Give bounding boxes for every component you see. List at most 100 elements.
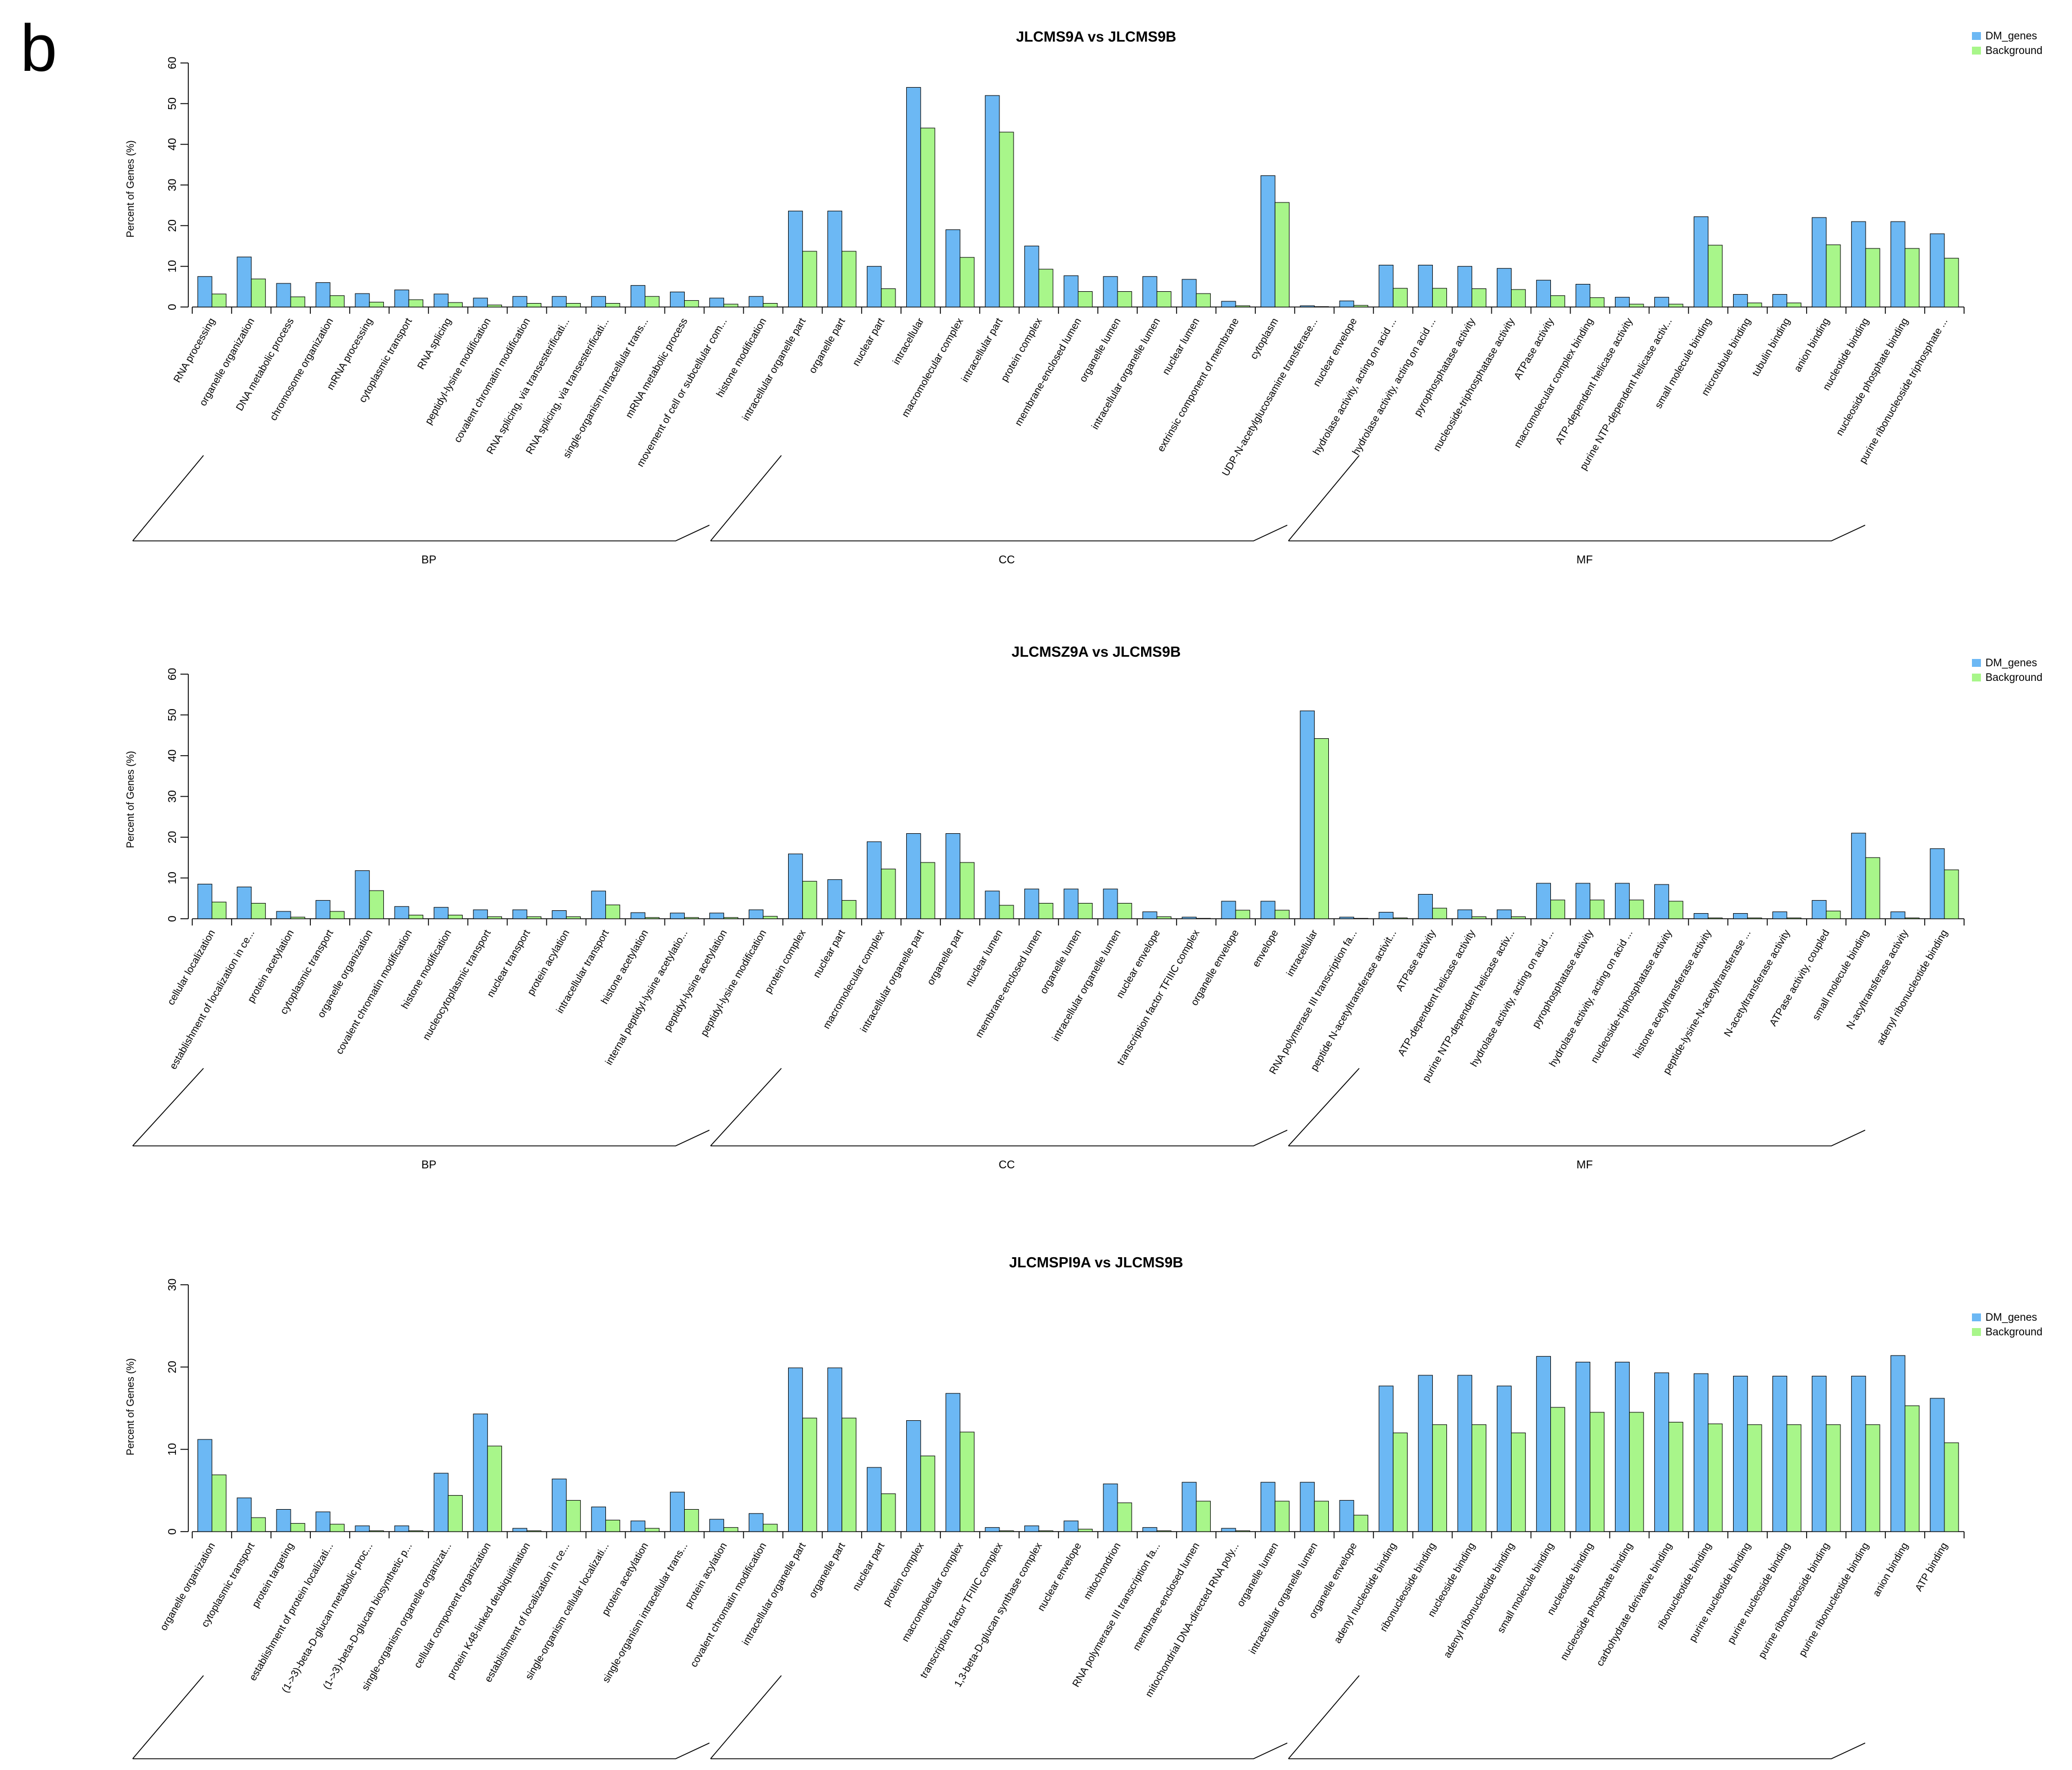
category-label-nuclear-part: nuclear part [850, 1541, 886, 1592]
y-tick-label: 30 [166, 179, 179, 191]
category-label-intracellular: intracellular [890, 316, 926, 367]
bar-background-organelle-lumen [1117, 291, 1132, 308]
bar-dm-genes-n-acyltransferase-activity [1890, 911, 1906, 919]
category-label-intracellular-organelle-lumen: intracellular organelle lumen [1089, 316, 1162, 431]
bar-dm-genes-mrna-processing [355, 293, 370, 308]
bar-background-nuclear-part [842, 900, 857, 919]
category-label-macromolecular-complex-binding: macromolecular complex binding [1512, 316, 1595, 450]
bar-dm-genes-atp-dependent-helicase-activity [1457, 909, 1472, 919]
bar-background-mrna-metabolic-process [684, 300, 699, 308]
category-label-cellular-component-organization: cellular component organization [411, 1541, 492, 1670]
bar-dm-genes-macromolecular-complex [945, 229, 961, 308]
bar-dm-genes-pyrophosphatase-activity [1457, 266, 1472, 308]
y-axis-label: Percent of Genes (%) [125, 1358, 136, 1455]
bar-dm-genes-rna-polymerase-iii-transcription-fa [1142, 1527, 1157, 1532]
bar-background-hydrolase-activity-acting-on-acid [1432, 288, 1447, 308]
bar-background-nuclear-lumen [1196, 293, 1211, 308]
bar-background-protein-complex [920, 1455, 935, 1532]
bar-background-intracellular-organelle-lumen [1156, 291, 1171, 308]
group-bracket-mf [1288, 1068, 1866, 1146]
bar-background-single-organism-organelle-organizat [447, 1495, 463, 1532]
bar-background-nuclear-envelope [1078, 1529, 1093, 1532]
y-tick-label: 0 [166, 304, 179, 310]
category-label-envelope: envelope [1250, 928, 1281, 969]
category-label-histone-acetyltransferase-activity: histone acetyltransferase activity [1631, 928, 1713, 1060]
legend-swatch-dm-genes [1972, 32, 1981, 40]
bar-dm-genes-1-3-beta-d-glucan-synthase-complex [1024, 1525, 1039, 1532]
bar-background-purine-ntp-dependent-helicase-activ [1668, 304, 1684, 308]
category-label-membrane-enclosed-lumen: membrane-enclosed lumen [973, 928, 1044, 1040]
bar-dm-genes-hydrolase-activity-acting-on-acid [1378, 264, 1394, 308]
bar-dm-genes-histone-acetyltransferase-activity [1693, 913, 1709, 919]
bar-dm-genes-nucleoside-binding [1457, 1375, 1472, 1532]
bar-background-peptidyl-lysine-modification [487, 304, 503, 308]
bar-dm-genes-covalent-chromatin-modification [394, 906, 409, 919]
bar-background-membrane-enclosed-lumen [1196, 1501, 1211, 1532]
bar-background-intracellular-organelle-part [802, 251, 817, 308]
category-label-intracellular: intracellular [1284, 928, 1319, 978]
chart-jlcms9a-vs-jlcms9b: JLCMS9A vs JLCMS9B Percent of Genes (%) … [125, 28, 2042, 566]
bar-background-ribonucleoside-binding [1432, 1424, 1447, 1532]
bar-dm-genes-atpase-activity [1536, 279, 1551, 308]
group-bracket-cc [710, 455, 1288, 541]
bar-background-udp-n-acetylglucosamine-transferase [1314, 306, 1329, 308]
bar-background-1-3-beta-d-glucan-biosynthetic-p [408, 1530, 423, 1532]
bar-dm-genes-single-organism-intracellular-trans [630, 285, 646, 308]
bar-dm-genes-nucleotide-binding [1851, 221, 1866, 308]
category-label-nuclear-lumen: nuclear lumen [1160, 316, 1202, 377]
bar-background-mitochondrial-dna-directed-rna-poly [1235, 1530, 1250, 1532]
bar-dm-genes-organelle-lumen [1103, 276, 1118, 308]
legend-swatch-dm-genes [1972, 1313, 1981, 1321]
category-label-rna-splicing-via-transesterificati: RNA splicing, via transesterificati... [524, 316, 611, 456]
category-label-protein-complex: protein complex [762, 928, 808, 995]
bar-background-peptide-n-acetyltransferase-activit [1392, 918, 1408, 919]
bar-dm-genes-envelope [1260, 901, 1275, 919]
bar-background-cellular-component-organization [487, 1446, 503, 1532]
category-label-1-3-beta-d-glucan-synthase-complex: 1,3-beta-D-glucan synthase complex [952, 1541, 1044, 1689]
bar-dm-genes-histone-modification [433, 907, 449, 919]
bar-background-covalent-chromatin-modification [763, 1524, 778, 1532]
bar-dm-genes-internal-peptidyl-lysine-acetylatio [669, 913, 685, 919]
category-label-protein-complex: protein complex [999, 316, 1044, 383]
category-label-transcription-factor-tfiiic-complex: transcription factor TFIIIC complex [918, 1541, 1005, 1680]
bar-background-nuclear-envelope [1156, 916, 1171, 919]
bar-background-mitochondrion [1117, 1502, 1132, 1532]
category-label-covalent-chromatin-modification: covalent chromatin modification [333, 928, 414, 1056]
bar-dm-genes-atp-dependent-helicase-activity [1614, 297, 1630, 308]
bar-dm-genes-rna-processing [197, 276, 212, 308]
y-tick-label: 50 [166, 708, 179, 721]
bar-dm-genes-rna-splicing [433, 294, 449, 308]
bar-dm-genes-rna-splicing-via-transesterificati [551, 296, 567, 308]
category-label-establishment-of-localization-in-ce: establishment of localization in ce... [482, 1541, 572, 1684]
category-label-intracellular-organelle-lumen: intracellular organelle lumen [1247, 1541, 1320, 1656]
category-label-udp-n-acetylglucosamine-transferase: UDP-N-acetylglucosamine transferase... [1220, 316, 1320, 478]
bar-dm-genes-nucleotide-binding [1575, 1362, 1591, 1532]
bar-dm-genes-establishment-of-protein-localizati [315, 1511, 331, 1532]
bar-background-nucleoside-phosphate-binding [1629, 1412, 1644, 1532]
bar-dm-genes-carbohydrate-derivative-binding [1654, 1372, 1670, 1532]
bar-background-rna-polymerase-iii-transcription-fa [1353, 918, 1369, 919]
bar-dm-genes-adenyl-nucleotide-binding [1378, 1385, 1394, 1532]
bar-background-transcription-factor-tfiiic-complex [999, 1530, 1014, 1532]
bar-dm-genes-extrinsic-component-of-membrane [1221, 301, 1236, 308]
bar-background-intracellular-organelle-part [802, 1417, 817, 1532]
bar-dm-genes-microtubule-binding [1733, 294, 1748, 308]
category-label-organelle-lumen: organelle lumen [1077, 316, 1123, 384]
bar-dm-genes-hydrolase-activity-acting-on-acid [1418, 264, 1433, 308]
category-label-nucleoside-phosphate-binding: nucleoside phosphate binding [1834, 316, 1910, 437]
bar-background-protein-k48-linked-deubiquitination [526, 1530, 542, 1532]
category-label-peptidyl-lysine-modification: peptidyl-lysine modification [423, 316, 493, 426]
bar-background-peptidyl-lysine-acetylation [723, 917, 739, 919]
bar-dm-genes-intracellular [906, 87, 921, 308]
panel-letter: b [20, 11, 57, 85]
category-label-cytoplasm: cytoplasm [1248, 316, 1281, 361]
bar-background-anion-binding [1826, 244, 1841, 308]
bar-background-macromolecular-complex-binding [1590, 297, 1605, 308]
bar-background-atp-binding [1944, 1442, 1959, 1532]
bar-dm-genes-intracellular-organelle-part [788, 210, 803, 308]
category-label-protein-targeting: protein targeting [250, 1541, 296, 1610]
bar-dm-genes-1-3-beta-d-glucan-metabolic-proc [355, 1525, 370, 1532]
bar-dm-genes-membrane-enclosed-lumen [1024, 888, 1039, 919]
category-label-atp-dependent-helicase-activity: ATP-dependent helicase activity [1396, 928, 1477, 1058]
